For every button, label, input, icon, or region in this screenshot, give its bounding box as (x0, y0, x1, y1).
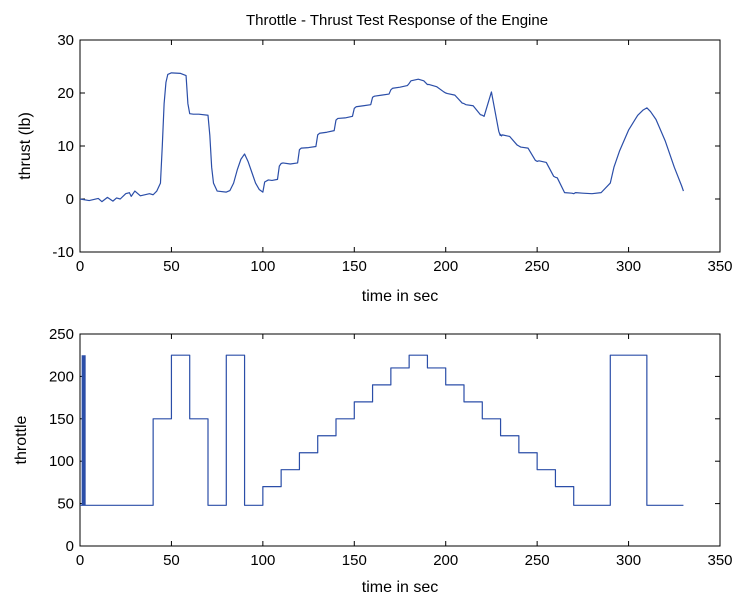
throttle-y-axis-label: throttle (13, 415, 30, 464)
chart-title: Throttle - Thrust Test Response of the E… (246, 12, 548, 29)
thrust-x-tick-label: 300 (616, 258, 641, 275)
throttle-x-tick-label: 150 (342, 552, 367, 569)
thrust-x-tick-label: 0 (76, 258, 84, 275)
thrust-x-tick-label: 100 (250, 258, 275, 275)
thrust-y-tick-label: 10 (57, 138, 74, 155)
thrust-x-tick-label: 350 (707, 258, 732, 275)
throttle-panel: 0 50 100 150 200 250 300 350 0 50 100 150 200 250 tim… (13, 326, 733, 596)
thrust-x-tick-label: 250 (525, 258, 550, 275)
throttle-x-tick-label: 300 (616, 552, 641, 569)
throttle-x-tick-label: 50 (163, 552, 180, 569)
throttle-x-tick-label: 0 (76, 552, 84, 569)
thrust-x-tick-label: 50 (163, 258, 180, 275)
thrust-series-line (79, 72, 684, 203)
throttle-x-tick-label: 100 (250, 552, 275, 569)
throttle-x-tick-label: 250 (525, 552, 550, 569)
throttle-y-tick-label: 200 (49, 368, 74, 385)
throttle-y-tick-label: 0 (66, 538, 74, 555)
throttle-x-axis-label: time in sec (362, 579, 438, 596)
thrust-axes-box (79, 39, 721, 253)
throttle-y-tick-label: 250 (49, 326, 74, 343)
thrust-x-tick-label: 150 (342, 258, 367, 275)
throttle-x-tick-label: 350 (707, 552, 732, 569)
thrust-x-tick-label: 200 (433, 258, 458, 275)
throttle-series-line (80, 354, 684, 506)
throttle-y-tick-label: 50 (57, 496, 74, 513)
thrust-y-tick-label: -10 (52, 244, 74, 261)
throttle-y-tick-label: 150 (49, 411, 74, 428)
thrust-y-tick-label: 20 (57, 85, 74, 102)
thrust-x-axis-label: time in sec (362, 288, 438, 305)
thrust-y-axis-label: thrust (lb) (17, 112, 34, 180)
thrust-y-tick-label: 30 (57, 32, 74, 49)
throttle-axes-box (79, 333, 721, 547)
throttle-y-tick-label: 100 (49, 453, 74, 470)
thrust-y-tick-label: 0 (66, 191, 74, 208)
throttle-x-tick-label: 200 (433, 552, 458, 569)
